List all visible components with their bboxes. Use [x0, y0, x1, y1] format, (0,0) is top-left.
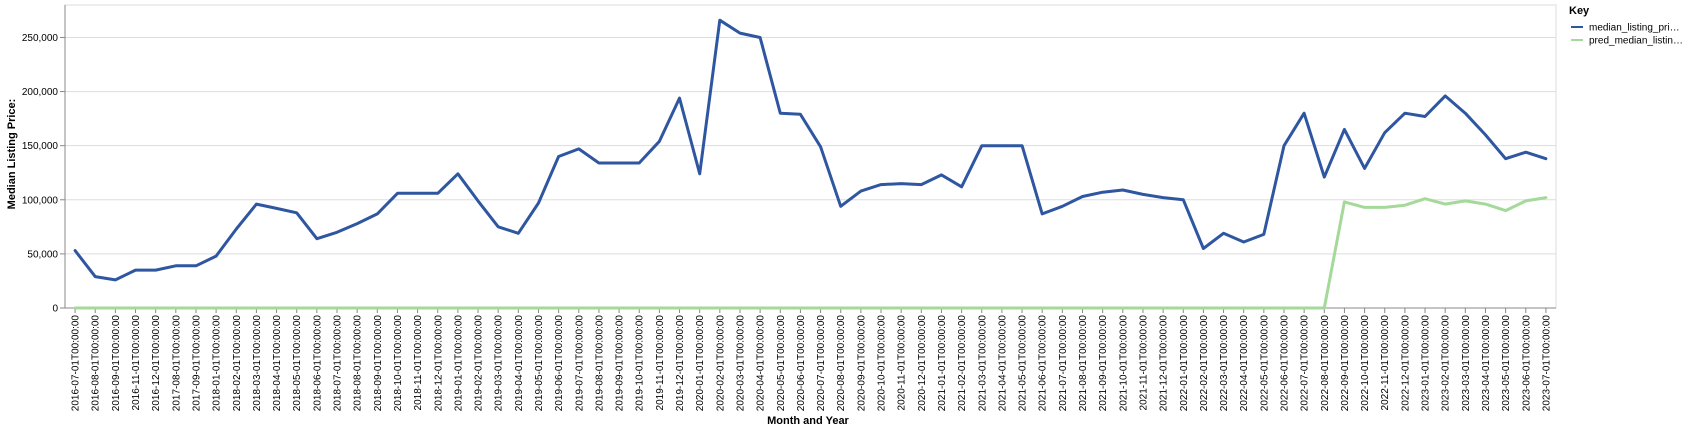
x-tick-label: 2018-01-01T00:00:00 — [212, 315, 223, 412]
x-tick-label: 2023-02-01T00:00:00 — [1441, 315, 1452, 412]
x-tick-label: 2019-02-01T00:00:00 — [474, 315, 485, 412]
y-tick-label: 0 — [52, 304, 58, 315]
legend: Key median_listing_pri… pred_median_listi… — [1569, 5, 1683, 47]
x-tick-label: 2020-12-01T00:00:00 — [917, 315, 928, 412]
x-tick-label: 2022-01-01T00:00:00 — [1179, 315, 1190, 412]
x-tick-label: 2021-12-01T00:00:00 — [1159, 315, 1170, 412]
x-tick-label: 2019-12-01T00:00:00 — [675, 315, 686, 412]
x-tick-label: 2016-11-01T00:00:00 — [131, 315, 142, 411]
x-tick-label: 2023-07-01T00:00:00 — [1541, 315, 1552, 412]
x-tick-label: 2018-09-01T00:00:00 — [373, 315, 384, 412]
x-tick-label: 2021-02-01T00:00:00 — [957, 315, 968, 412]
x-tick-label: 2020-01-01T00:00:00 — [695, 315, 706, 412]
x-tick-label: 2020-04-01T00:00:00 — [756, 315, 767, 412]
x-tick-label: 2022-12-01T00:00:00 — [1400, 315, 1411, 412]
x-tick-label: 2018-08-01T00:00:00 — [353, 315, 364, 412]
x-tick-label: 2020-10-01T00:00:00 — [877, 315, 888, 412]
x-tick-label: 2022-02-01T00:00:00 — [1199, 315, 1210, 412]
x-tick-label: 2022-07-01T00:00:00 — [1300, 315, 1311, 412]
x-axis-title: Month and Year — [767, 415, 849, 427]
x-tick-label: 2020-05-01T00:00:00 — [776, 315, 787, 412]
x-tick-label: 2018-04-01T00:00:00 — [272, 315, 283, 412]
y-tick-label: 50,000 — [27, 249, 58, 260]
x-tick-label: 2021-05-01T00:00:00 — [1018, 315, 1029, 412]
x-tick-label: 2022-05-01T00:00:00 — [1259, 315, 1270, 412]
y-tick-label: 150,000 — [22, 141, 59, 152]
x-tick-label: 2022-11-01T00:00:00 — [1380, 315, 1391, 411]
x-tick-label: 2017-08-01T00:00:00 — [171, 315, 182, 412]
x-tick-label: 2019-10-01T00:00:00 — [635, 315, 646, 412]
x-tick-label: 2016-08-01T00:00:00 — [91, 315, 102, 412]
x-tick-label: 2019-09-01T00:00:00 — [615, 315, 626, 412]
x-tick-label: 2018-03-01T00:00:00 — [252, 315, 263, 412]
x-tick-label: 2022-03-01T00:00:00 — [1219, 315, 1230, 412]
x-tick-label: 2023-01-01T00:00:00 — [1421, 315, 1432, 412]
x-tick-label: 2019-11-01T00:00:00 — [655, 315, 666, 411]
axes: 0 50,000 100,000 150,000 200,000 250,000 2016-… — [22, 5, 1556, 411]
x-tick-label: 2022-04-01T00:00:00 — [1239, 315, 1250, 412]
series-line-0 — [73, 18, 1548, 282]
x-tick-label: 2016-07-01T00:00:00 — [71, 315, 82, 412]
x-tick-label: 2022-09-01T00:00:00 — [1340, 315, 1351, 412]
x-tick-label: 2016-12-01T00:00:00 — [151, 315, 162, 412]
y-tick-label: 100,000 — [22, 195, 59, 206]
x-tick-label: 2018-06-01T00:00:00 — [312, 315, 323, 412]
x-tick-label: 2019-05-01T00:00:00 — [534, 315, 545, 412]
series-line-1 — [73, 196, 1548, 310]
x-tick-label: 2021-07-01T00:00:00 — [1058, 315, 1069, 412]
x-tick-label: 2018-11-01T00:00:00 — [413, 315, 424, 411]
x-tick-label: 2023-03-01T00:00:00 — [1461, 315, 1472, 412]
x-tick-label: 2020-07-01T00:00:00 — [816, 315, 827, 412]
x-tick-label: 2021-10-01T00:00:00 — [1118, 315, 1129, 412]
x-tick-label: 2018-02-01T00:00:00 — [232, 315, 243, 412]
x-tick-label: 2020-03-01T00:00:00 — [735, 315, 746, 412]
x-tick-label: 2023-04-01T00:00:00 — [1481, 315, 1492, 412]
x-tick-label: 2022-08-01T00:00:00 — [1320, 315, 1331, 412]
x-tick-label: 2018-07-01T00:00:00 — [333, 315, 344, 412]
y-tick-label: 250,000 — [22, 33, 59, 44]
x-tick-label: 2020-09-01T00:00:00 — [856, 315, 867, 412]
x-tick-label: 2019-06-01T00:00:00 — [554, 315, 565, 412]
x-tick-label: 2021-11-01T00:00:00 — [1138, 315, 1149, 411]
x-tick-label: 2020-02-01T00:00:00 — [715, 315, 726, 412]
x-tick-label: 2022-10-01T00:00:00 — [1360, 315, 1371, 412]
legend-title: Key — [1569, 5, 1590, 17]
x-tick-label: 2019-01-01T00:00:00 — [453, 315, 464, 412]
x-tick-label: 2021-01-01T00:00:00 — [937, 315, 948, 412]
x-tick-label: 2023-06-01T00:00:00 — [1521, 315, 1532, 412]
y-axis-title: Median Listing Price: — [6, 99, 18, 210]
y-tick-label: 200,000 — [22, 87, 59, 98]
x-tick-label: 2018-05-01T00:00:00 — [292, 315, 303, 412]
x-tick-label: 2020-11-01T00:00:00 — [897, 315, 908, 411]
legend-label: median_listing_pri… — [1589, 23, 1680, 34]
x-tick-label: 2017-09-01T00:00:00 — [191, 315, 202, 412]
x-tick-label: 2023-05-01T00:00:00 — [1501, 315, 1512, 412]
x-tick-label: 2021-06-01T00:00:00 — [1038, 315, 1049, 412]
x-tick-label: 2021-04-01T00:00:00 — [997, 315, 1008, 412]
series-lines — [73, 18, 1548, 310]
x-tick-label: 2020-06-01T00:00:00 — [796, 315, 807, 412]
x-tick-label: 2019-03-01T00:00:00 — [494, 315, 505, 412]
x-tick-label: 2016-09-01T00:00:00 — [111, 315, 122, 412]
x-tick-label: 2018-12-01T00:00:00 — [433, 315, 444, 412]
x-tick-label: 2019-08-01T00:00:00 — [594, 315, 605, 412]
x-tick-label: 2019-04-01T00:00:00 — [514, 315, 525, 412]
x-tick-label: 2020-08-01T00:00:00 — [836, 315, 847, 412]
x-tick-label: 2021-03-01T00:00:00 — [977, 315, 988, 412]
x-tick-label: 2019-07-01T00:00:00 — [574, 315, 585, 412]
legend-label: pred_median_listin… — [1589, 36, 1683, 47]
x-tick-label: 2021-09-01T00:00:00 — [1098, 315, 1109, 412]
x-tick-label: 2022-06-01T00:00:00 — [1279, 315, 1290, 412]
x-tick-label: 2018-10-01T00:00:00 — [393, 315, 404, 412]
x-tick-label: 2021-08-01T00:00:00 — [1078, 315, 1089, 412]
